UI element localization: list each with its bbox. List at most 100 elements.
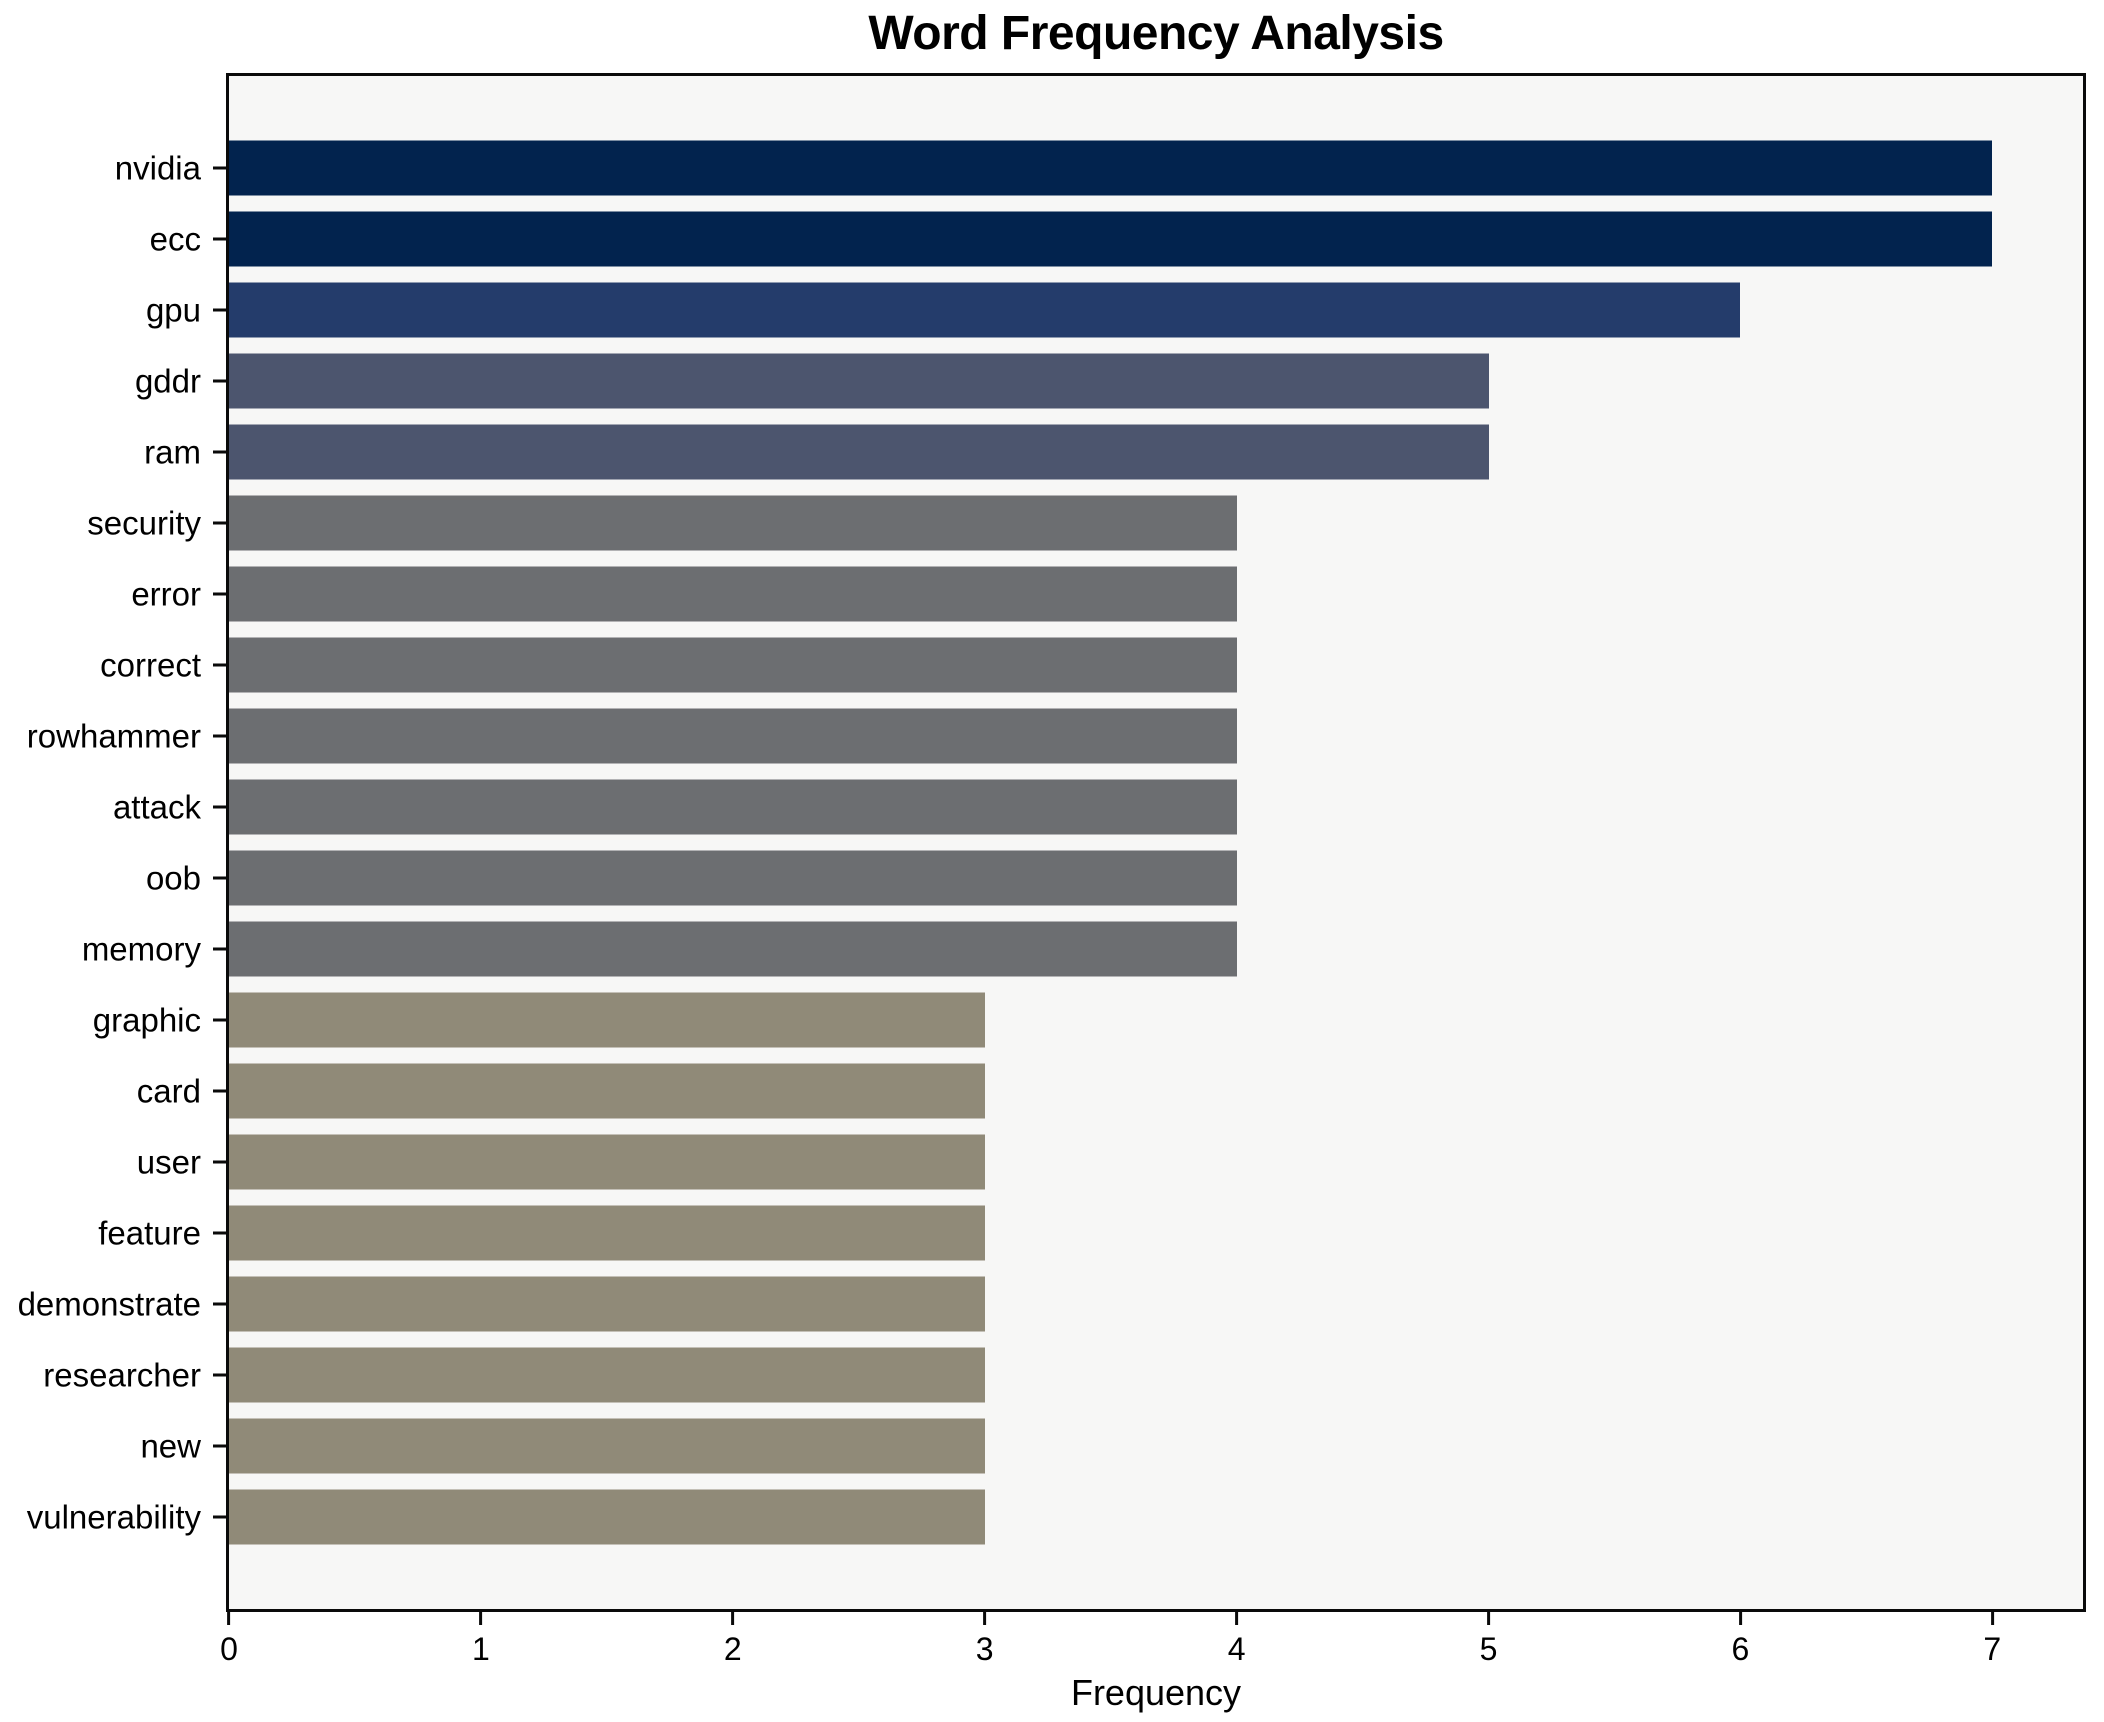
y-tick-mark — [213, 1089, 226, 1093]
y-tick-label: oob — [145, 859, 201, 897]
x-tick-label: 4 — [1227, 1631, 1246, 1667]
y-tick-mark — [213, 947, 226, 951]
y-tick-mark — [213, 237, 226, 241]
y-tick-label: attack — [112, 788, 201, 826]
y-tick-label: gddr — [134, 362, 201, 400]
y-tick-mark — [213, 876, 226, 880]
chart-title: Word Frequency Analysis — [868, 7, 1444, 60]
bar-row: user — [137, 1126, 2083, 1197]
bar-ram — [229, 424, 1489, 480]
x-tick-label: 2 — [723, 1631, 742, 1667]
bar-row: nvidia — [115, 133, 2083, 204]
y-tick-mark — [213, 734, 226, 738]
bar-row: correct — [100, 630, 2083, 701]
bar-memory — [229, 921, 1237, 977]
x-tick-label: 7 — [1983, 1631, 2002, 1667]
bar-gpu — [229, 282, 1741, 338]
y-tick-label: vulnerability — [26, 1498, 201, 1536]
plot-area: nvidia ecc gpu gddr ram security error correct r… — [18, 73, 2086, 1665]
bar-row: gddr — [135, 346, 2083, 417]
bar-row: feature — [98, 1197, 2083, 1268]
y-tick-label: error — [131, 575, 201, 613]
bar-row: oob — [146, 843, 2083, 914]
y-tick-label: correct — [100, 646, 201, 684]
y-tick-mark — [213, 450, 226, 454]
y-tick-mark — [213, 379, 226, 383]
bar-security — [229, 495, 1237, 551]
y-tick-label: demonstrate — [17, 1285, 201, 1323]
bar-row: memory — [82, 913, 2083, 984]
bar-nvidia — [229, 140, 1993, 196]
x-tick-mark — [1738, 1612, 1742, 1625]
bar-card — [229, 1063, 985, 1119]
x-tick: 2 — [724, 1612, 742, 1665]
x-tick-mark — [983, 1612, 987, 1625]
x-tick: 7 — [1983, 1612, 2001, 1665]
y-tick-mark — [213, 1160, 226, 1164]
y-tick-mark — [213, 805, 226, 809]
bar-error — [229, 566, 1237, 622]
y-tick-label: card — [136, 1072, 201, 1110]
bar-row: vulnerability — [27, 1481, 2083, 1552]
x-tick: 6 — [1732, 1612, 1749, 1665]
y-tick-label: feature — [98, 1214, 201, 1252]
y-tick-mark — [213, 1231, 226, 1235]
x-tick-label: 3 — [975, 1631, 994, 1667]
bar-row: card — [137, 1055, 2083, 1126]
y-tick-label: gpu — [145, 291, 201, 329]
x-tick: 1 — [472, 1612, 490, 1665]
y-tick-label: rowhammer — [26, 717, 201, 755]
x-tick-mark — [227, 1612, 231, 1625]
y-tick-label: new — [140, 1427, 201, 1465]
y-tick-mark — [213, 521, 226, 525]
x-tick: 5 — [1480, 1612, 1497, 1665]
y-tick-label: memory — [81, 930, 201, 968]
y-tick-mark — [213, 1302, 226, 1306]
bar-row: graphic — [93, 984, 2083, 1055]
bar-row: new — [140, 1410, 2083, 1481]
x-axis: 0 1 2 3 4 5 6 7 — [220, 1612, 2083, 1692]
bar-row: security — [87, 488, 2083, 559]
bar-row: demonstrate — [18, 1268, 2083, 1339]
bar-row: attack — [113, 772, 2083, 843]
y-tick-label: security — [87, 504, 201, 542]
y-tick-label: ecc — [149, 220, 201, 258]
bar-correct — [229, 637, 1237, 693]
bar-oob — [229, 850, 1237, 906]
bar-vulnerability — [229, 1489, 985, 1545]
y-tick-label: nvidia — [114, 149, 201, 187]
x-tick: 3 — [976, 1612, 994, 1665]
x-tick: 0 — [220, 1612, 238, 1665]
bar-row: ecc — [150, 204, 2083, 275]
y-tick-mark — [213, 1373, 226, 1377]
x-tick-mark — [731, 1612, 735, 1625]
bar-row: researcher — [43, 1339, 2083, 1410]
bar-user — [229, 1134, 985, 1190]
y-tick-mark — [213, 663, 226, 667]
bar-new — [229, 1418, 985, 1474]
bar-ecc — [229, 211, 1993, 267]
bar-row: rowhammer — [27, 701, 2083, 772]
bar-row: error — [131, 559, 2083, 630]
x-tick-label: 0 — [220, 1631, 238, 1667]
y-tick-label: ram — [144, 433, 201, 471]
x-tick-label: 1 — [471, 1631, 490, 1667]
y-tick-label: researcher — [43, 1356, 201, 1394]
bar-attack — [229, 779, 1237, 835]
bar-graphic — [229, 992, 985, 1048]
bars-container: nvidia ecc gpu gddr ram security error correct r… — [18, 76, 2083, 1609]
x-tick: 4 — [1227, 1612, 1246, 1667]
y-tick-mark — [213, 592, 226, 596]
y-tick-mark — [213, 1515, 226, 1519]
x-tick-mark — [1990, 1612, 1994, 1625]
y-tick-label: user — [136, 1143, 201, 1181]
x-tick-mark — [1486, 1612, 1490, 1625]
bar-gddr — [229, 353, 1489, 409]
bar-row: ram — [144, 417, 2083, 488]
y-tick-mark — [213, 1018, 226, 1022]
x-tick-mark — [479, 1612, 483, 1625]
bar-row: gpu — [146, 275, 2083, 346]
bar-demonstrate — [229, 1276, 985, 1332]
bar-researcher — [229, 1347, 985, 1403]
